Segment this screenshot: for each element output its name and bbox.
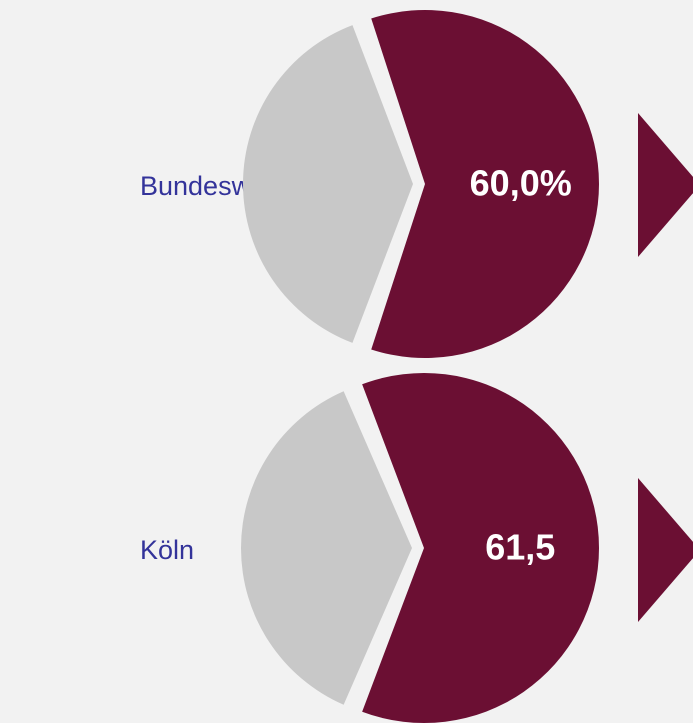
pie-slice: [242, 25, 413, 343]
value-label: 61,5: [485, 527, 555, 568]
category-label: Köln: [140, 535, 194, 565]
pie-slice: [240, 391, 412, 705]
arrow: [638, 113, 693, 257]
arrow: [638, 478, 693, 622]
pie-slice: [362, 373, 599, 723]
value-label: 60,0%: [470, 163, 572, 204]
pie-slice: [371, 9, 600, 358]
